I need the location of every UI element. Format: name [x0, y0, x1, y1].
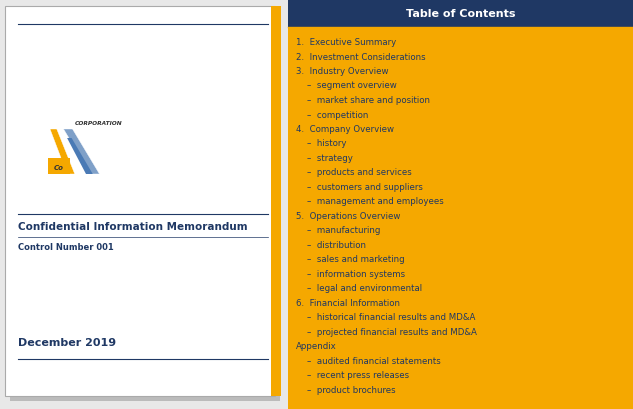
Text: 1.  Executive Summary: 1. Executive Summary — [296, 38, 396, 47]
Polygon shape — [63, 130, 99, 175]
Text: –  legal and environmental: – legal and environmental — [296, 284, 422, 293]
Text: –  product brochures: – product brochures — [296, 385, 396, 394]
Text: Control Number 001: Control Number 001 — [18, 243, 114, 252]
Polygon shape — [67, 139, 93, 175]
Text: –  market share and position: – market share and position — [296, 96, 430, 105]
Text: –  historical financial results and MD&A: – historical financial results and MD&A — [296, 313, 475, 322]
Text: –  history: – history — [296, 139, 346, 148]
Text: –  segment overview: – segment overview — [296, 81, 397, 90]
Text: –  customers and suppliers: – customers and suppliers — [296, 182, 423, 191]
Bar — [288, 0, 633, 409]
Text: –  manufacturing: – manufacturing — [296, 226, 380, 235]
Text: –  projected financial results and MD&A: – projected financial results and MD&A — [296, 327, 477, 336]
Bar — [271, 7, 281, 396]
Bar — [288, 0, 633, 28]
Text: –  management and employees: – management and employees — [296, 197, 444, 206]
Text: Table of Contents: Table of Contents — [406, 9, 515, 19]
Bar — [47, 159, 70, 175]
Text: 2.  Investment Considerations: 2. Investment Considerations — [296, 52, 425, 61]
Bar — [5, 7, 275, 396]
Text: –  products and services: – products and services — [296, 168, 411, 177]
Text: 6.  Financial Information: 6. Financial Information — [296, 298, 400, 307]
Bar — [10, 12, 280, 401]
Text: –  sales and marketing: – sales and marketing — [296, 255, 404, 264]
Text: –  distribution: – distribution — [296, 240, 366, 249]
Text: –  information systems: – information systems — [296, 270, 405, 278]
Text: –  audited financial statements: – audited financial statements — [296, 356, 441, 365]
Text: December 2019: December 2019 — [18, 337, 116, 347]
Text: –  strategy: – strategy — [296, 154, 353, 163]
Text: Appendix: Appendix — [296, 342, 337, 351]
Text: CORPORATION: CORPORATION — [75, 121, 122, 126]
Text: 5.  Operations Overview: 5. Operations Overview — [296, 211, 401, 220]
Text: 3.  Industry Overview: 3. Industry Overview — [296, 67, 389, 76]
Text: 4.  Company Overview: 4. Company Overview — [296, 125, 394, 134]
Text: –  recent press releases: – recent press releases — [296, 371, 409, 380]
Text: Confidential Information Memorandum: Confidential Information Memorandum — [18, 221, 248, 231]
Text: –  competition: – competition — [296, 110, 368, 119]
Text: Co: Co — [54, 165, 64, 171]
Polygon shape — [50, 130, 75, 175]
